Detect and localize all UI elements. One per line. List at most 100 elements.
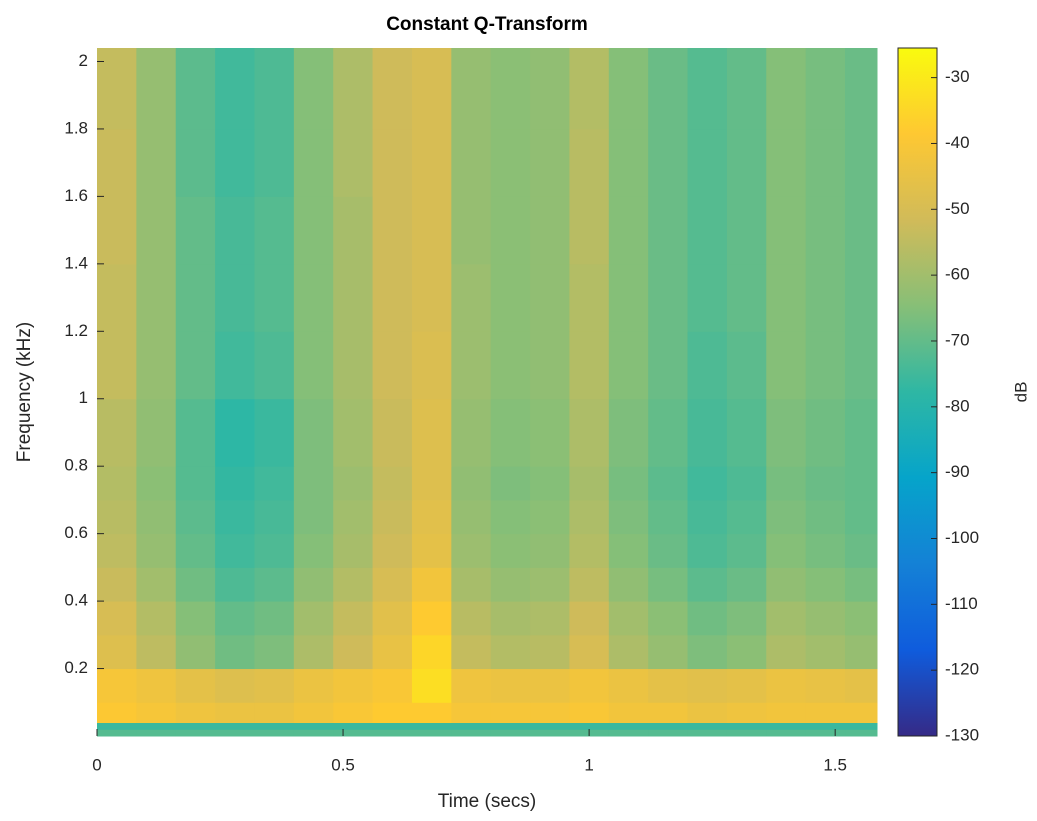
heatmap-cell [726, 48, 767, 130]
colorbar-tick-label: -80 [945, 396, 970, 415]
heatmap-cell [293, 331, 334, 400]
heatmap-cell [648, 567, 689, 602]
heatmap-cell [648, 263, 689, 332]
heatmap-cell [726, 499, 767, 535]
heatmap-cell [411, 634, 452, 670]
heatmap-cell [451, 398, 492, 467]
heatmap-cell [136, 729, 177, 737]
heatmap-cell [97, 567, 137, 602]
heatmap-cell [608, 48, 649, 130]
heatmap-cell [97, 331, 137, 400]
heatmap-cell [845, 567, 878, 602]
heatmap-cell [293, 466, 334, 501]
heatmap-cell [215, 668, 255, 703]
heatmap-cell [333, 128, 374, 197]
heatmap-cell [451, 499, 492, 535]
x-axis-label: Time (secs) [438, 791, 537, 812]
heatmap-cell [530, 331, 570, 400]
heatmap-cell [530, 466, 570, 501]
heatmap-cell [726, 128, 767, 197]
heatmap-cell [333, 499, 374, 535]
heatmap-cell [411, 567, 452, 602]
heatmap-cell [766, 567, 807, 602]
heatmap-cell [490, 533, 531, 568]
heatmap-cell [569, 196, 610, 265]
heatmap-cell [411, 398, 452, 467]
heatmap-cell [687, 601, 728, 636]
heatmap-cell [175, 263, 216, 332]
heatmap-cell [687, 466, 728, 501]
heatmap-cell [411, 499, 452, 535]
heatmap-cell [845, 499, 878, 535]
colorbar-tick-label: -120 [945, 660, 979, 679]
heatmap-cell [648, 634, 689, 670]
heatmap-cell [608, 668, 649, 703]
heatmap-cell [687, 668, 728, 703]
heatmap-cell [333, 601, 374, 636]
heatmap-cell [254, 263, 295, 332]
heatmap-cell [411, 48, 452, 130]
heatmap-cell [175, 601, 216, 636]
heatmap-cell [333, 466, 374, 501]
heatmap-cell [845, 601, 878, 636]
heatmap-cell [530, 196, 570, 265]
heatmap-cell [530, 702, 570, 724]
heatmap-cell [97, 601, 137, 636]
heatmap-cell [845, 263, 878, 332]
heatmap-cell [608, 331, 649, 400]
heatmap-cell [136, 722, 177, 730]
heatmap-cell [333, 668, 374, 703]
heatmap-cell [648, 331, 689, 400]
y-tick-label: 1.4 [64, 253, 88, 272]
heatmap-cell [136, 48, 177, 130]
heatmap-cell [333, 48, 374, 130]
heatmap-cell [726, 567, 767, 602]
heatmap-cell [254, 567, 295, 602]
heatmap-cell [490, 601, 531, 636]
heatmap-cell [451, 634, 492, 670]
heatmap-cell [372, 729, 413, 737]
heatmap-cell [687, 398, 728, 467]
heatmap-cell [215, 128, 255, 197]
heatmap-cell [136, 128, 177, 197]
y-tick-label: 1 [79, 388, 88, 407]
heatmap-cell [215, 702, 255, 724]
heatmap-cell [293, 398, 334, 467]
heatmap-cell [411, 601, 452, 636]
heatmap-cell [254, 466, 295, 501]
heatmap-cell [490, 634, 531, 670]
heatmap-cell [372, 466, 413, 501]
heatmap-cell [136, 398, 177, 467]
heatmap-cell [608, 499, 649, 535]
heatmap-cell [608, 196, 649, 265]
heatmap-cell [97, 634, 137, 670]
heatmap-cell [845, 634, 878, 670]
heatmap-cell [766, 499, 807, 535]
heatmap-cell [569, 466, 610, 501]
heatmap-cell [451, 48, 492, 130]
heatmap-cell [372, 499, 413, 535]
heatmap-cell [687, 533, 728, 568]
heatmap-cell [608, 466, 649, 501]
heatmap-cell [805, 668, 846, 703]
heatmap-cell [451, 331, 492, 400]
heatmap-cell [805, 331, 846, 400]
heatmap-cell [648, 48, 689, 130]
heatmap-cell [175, 196, 216, 265]
heatmap-cell [333, 722, 374, 730]
heatmap-cell [293, 722, 334, 730]
heatmap-cell [490, 263, 531, 332]
heatmap-cell [97, 722, 137, 730]
heatmap-cell [530, 601, 570, 636]
heatmap-cell [333, 567, 374, 602]
heatmap-cell [372, 634, 413, 670]
heatmap-cell [254, 634, 295, 670]
heatmap-cell [175, 48, 216, 130]
heatmap-cell [687, 499, 728, 535]
heatmap-cell [136, 499, 177, 535]
heatmap-cell [805, 48, 846, 130]
heatmap-cell [451, 702, 492, 724]
heatmap-cell [845, 398, 878, 467]
heatmap-cell [766, 729, 807, 737]
